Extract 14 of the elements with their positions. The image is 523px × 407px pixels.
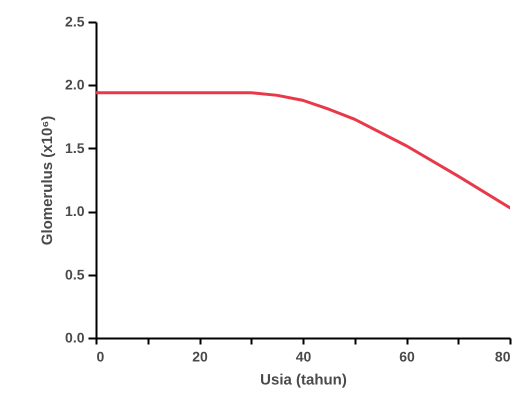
x-tick-label: 60 [399, 348, 415, 364]
x-tick-label: 0 [96, 348, 104, 364]
y-axis-title: Glomerulus (x10⁶) [39, 116, 56, 246]
y-tick-label: 2.5 [65, 14, 85, 30]
line-series [96, 91, 510, 210]
x-tick-label: 80 [494, 348, 511, 364]
x-tick-label: 20 [192, 348, 208, 364]
y-tick-label: 0.5 [65, 266, 85, 282]
x-tick-label: 40 [296, 348, 312, 364]
y-tick-label: 1.0 [65, 203, 85, 220]
y-tick-label: 0.0 [65, 330, 85, 346]
y-tick-label: 2.0 [65, 76, 85, 93]
y-tick-label: 1.5 [65, 140, 85, 156]
x-axis-title: Usia (tahun) [260, 372, 347, 388]
